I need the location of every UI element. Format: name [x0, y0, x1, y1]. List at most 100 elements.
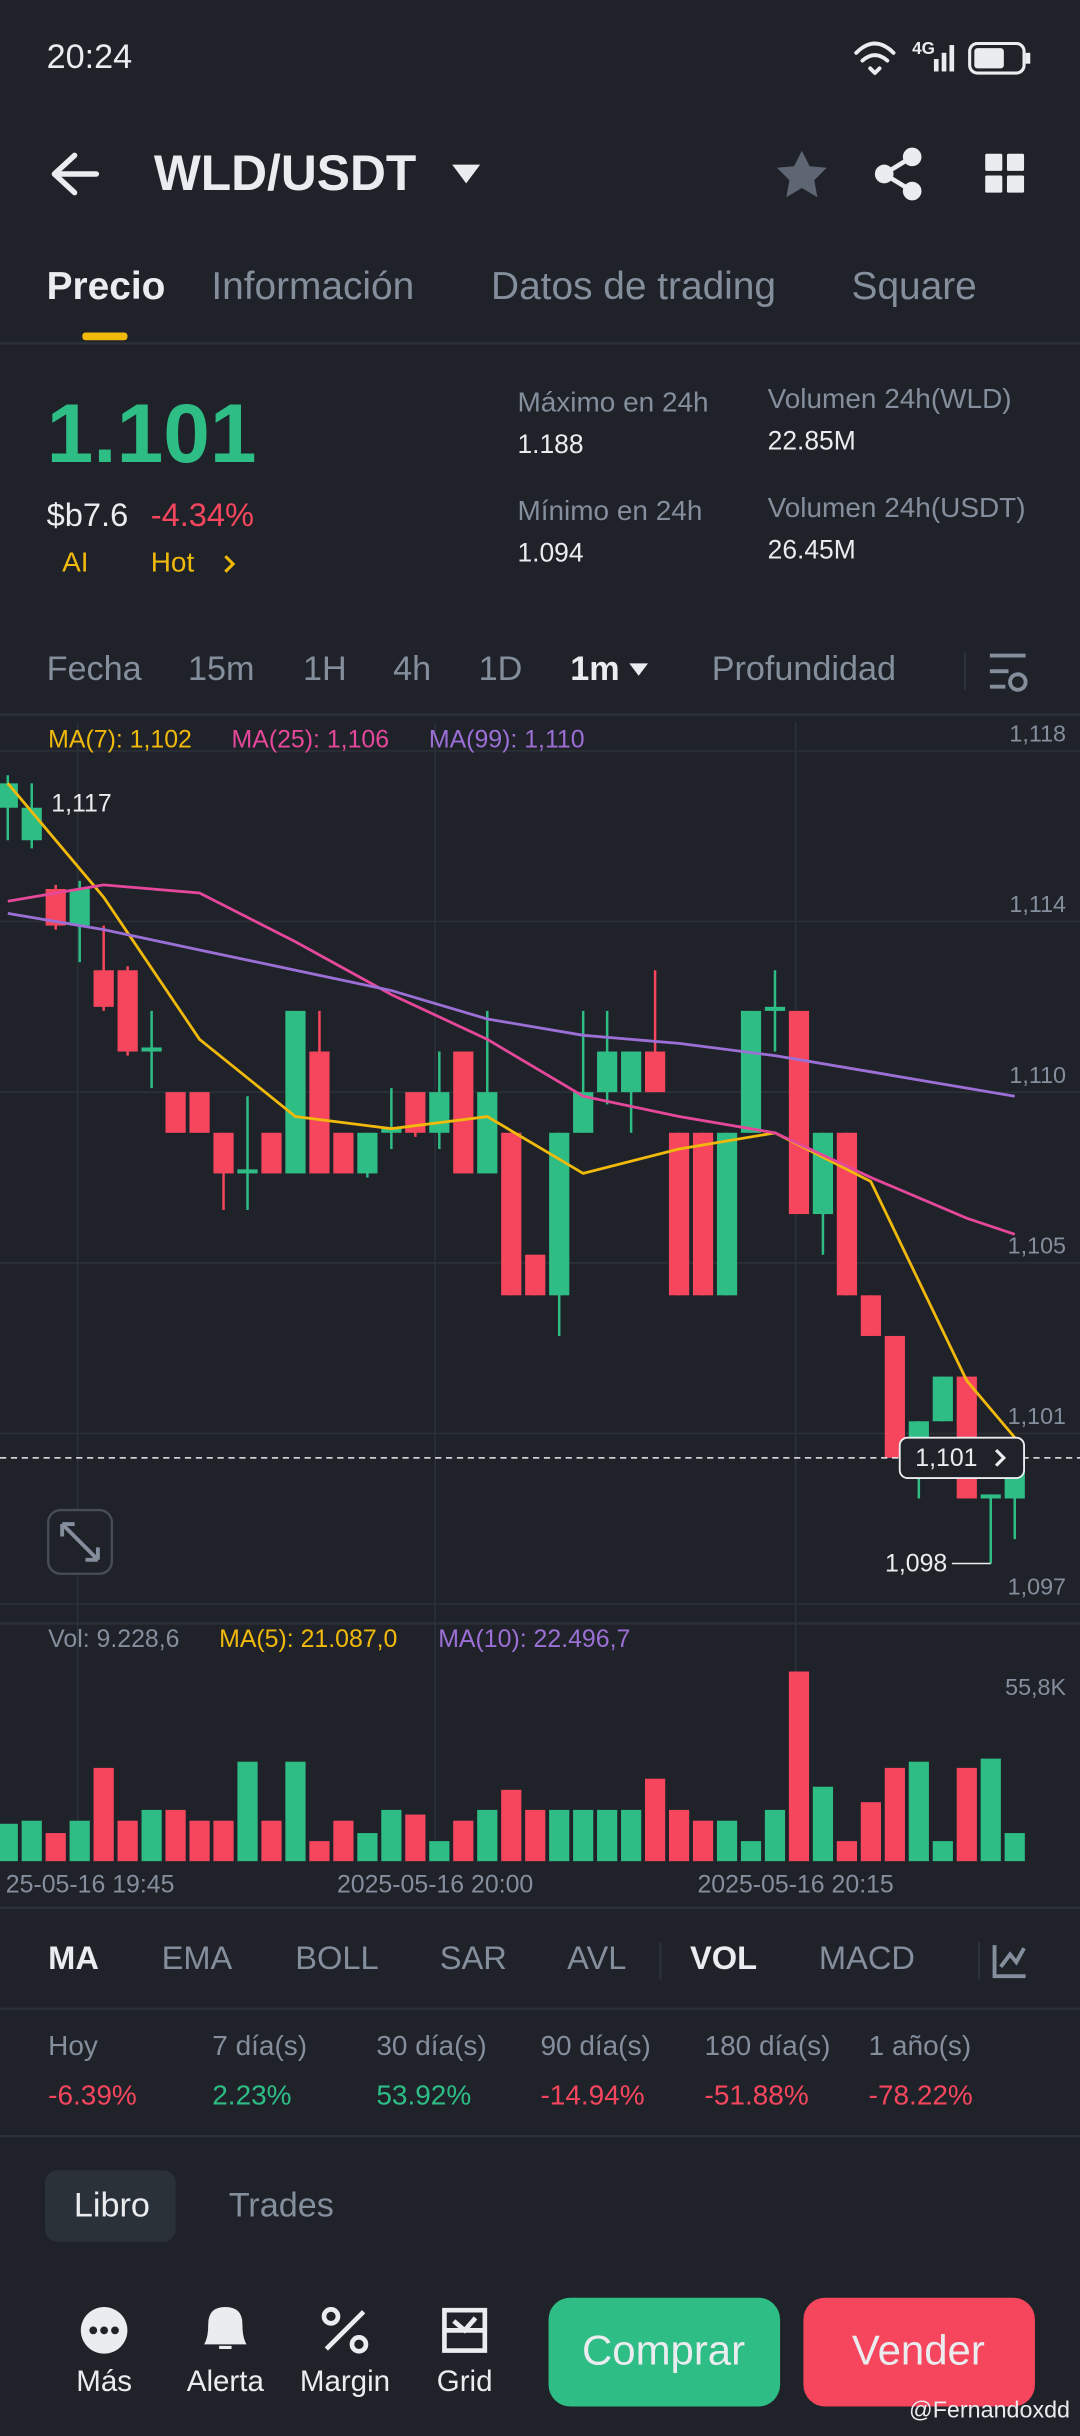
nav-label[interactable]: Margin: [300, 2365, 390, 2398]
pair-dropdown[interactable]: [452, 164, 481, 184]
expand-button[interactable]: [47, 1508, 114, 1575]
tab[interactable]: Precio: [47, 265, 166, 308]
sell-label[interactable]: Vender: [852, 2327, 985, 2374]
candlestick-chart: 1,118 1,114 1,110 1,105 1,101 1,097 MA(7): 1,1…: [0, 720, 1080, 1899]
buy-button[interactable]: [548, 2297, 781, 2407]
nav-label[interactable]: Alerta: [187, 2365, 265, 2398]
ma-line: [7, 883, 1016, 1236]
interval[interactable]: Profundidad: [712, 650, 896, 688]
last-price-box[interactable]: [898, 1436, 1025, 1479]
y-tick-label: 1,097: [1008, 1574, 1066, 1600]
candle-body: [692, 1132, 714, 1296]
interval[interactable]: 4h: [393, 650, 431, 688]
interval[interactable]: 1H: [303, 650, 347, 688]
volume-bar: [908, 1761, 929, 1862]
book-tab[interactable]: Trades: [229, 2187, 334, 2225]
y-tick-label: 1,101: [1008, 1403, 1066, 1429]
nav-label[interactable]: Grid: [437, 2365, 493, 2398]
y-tick-label: 1,110: [1009, 1062, 1066, 1088]
volume-tick-label: 55,8K: [1005, 1674, 1066, 1700]
indicator-bar: MA EMA BOLL SAR AVL VOL MACD: [48, 1939, 915, 1976]
candle-body: [980, 1494, 1001, 1499]
last-price: 1.101: [47, 386, 257, 480]
indicator[interactable]: EMA: [162, 1939, 233, 1976]
performance-label: 30 día(s): [376, 2030, 486, 2061]
interval[interactable]: 1D: [479, 650, 523, 688]
book-tab[interactable]: Libro: [74, 2187, 150, 2225]
volume-legend: Vol: 9.228,6: [48, 1625, 179, 1653]
buy-label[interactable]: Comprar: [582, 2327, 745, 2374]
volume-bar: [573, 1809, 594, 1862]
ma-legend: MA(99): 1,110: [429, 726, 585, 754]
candle-body: [333, 1132, 354, 1174]
interval-bar: Fecha 15m 1H 4h 1D 1m Profundidad: [47, 650, 896, 688]
ma-legend: MA(7): 1,102: [48, 726, 192, 754]
favorite-button[interactable]: [776, 150, 827, 198]
volume-bar: [285, 1761, 306, 1862]
volume-bar: [836, 1841, 858, 1862]
indicator[interactable]: MACD: [819, 1939, 915, 1976]
share-button[interactable]: [874, 147, 922, 201]
ma-line: [7, 911, 1015, 1098]
pair-title[interactable]: WLD/USDT: [154, 145, 416, 201]
interval-dropdown[interactable]: [629, 663, 648, 676]
tab[interactable]: Datos de trading: [491, 265, 776, 308]
interval[interactable]: 1m: [570, 650, 619, 688]
candle-body: [668, 1132, 690, 1296]
price-change: -4.34%: [151, 496, 254, 533]
layout-button[interactable]: [985, 153, 1025, 193]
high-annotation: 1,117: [51, 789, 111, 817]
performance-label: Hoy: [48, 2030, 98, 2061]
nav-label[interactable]: Más: [76, 2365, 132, 2398]
tab[interactable]: Square: [852, 265, 977, 308]
performance-label: 7 día(s): [212, 2030, 307, 2061]
volume-bar: [860, 1802, 881, 1862]
candle-body: [621, 1051, 642, 1093]
bottom-nav: Más Alerta Margin Grid: [76, 2365, 492, 2398]
candle-body: [93, 970, 114, 1007]
candle-body: [453, 1051, 474, 1174]
volume-bar: [165, 1809, 186, 1862]
performance-label: 90 día(s): [540, 2030, 650, 2061]
network-label: 4G: [912, 39, 935, 58]
tag[interactable]: AI: [62, 546, 88, 577]
tag[interactable]: Hot: [151, 546, 195, 577]
stats: Máximo en 24h 1.188 Mínimo en 24h 1.094 Volu…: [517, 383, 1025, 567]
chart-settings[interactable]: [989, 653, 1028, 692]
indicator[interactable]: VOL: [690, 1939, 757, 1976]
stat-value: 1.188: [517, 429, 583, 459]
last-price-label[interactable]: 1,101: [915, 1444, 977, 1472]
indicator[interactable]: SAR: [440, 1939, 507, 1976]
candle-body: [597, 1051, 618, 1093]
candle-body: [213, 1132, 234, 1174]
interval[interactable]: Fecha: [47, 650, 142, 688]
volume-bar: [956, 1767, 977, 1862]
price-local: $b7.6: [47, 496, 129, 533]
nav-icons: [80, 2307, 488, 2354]
volume-bar: [189, 1820, 210, 1862]
candle-body: [0, 783, 18, 808]
sell-button[interactable]: [803, 2297, 1035, 2407]
volume-bar: [884, 1767, 905, 1862]
volume-bar: [645, 1778, 666, 1862]
candle-body: [309, 1051, 330, 1174]
back-button[interactable]: [51, 152, 100, 196]
stat-label: Volumen 24h(WLD): [768, 383, 1012, 414]
performance-value: 2.23%: [212, 2080, 291, 2111]
tab[interactable]: Información: [211, 265, 414, 308]
volume-bar: [1004, 1833, 1025, 1862]
performance-value: -78.22%: [869, 2080, 973, 2111]
indicator[interactable]: AVL: [567, 1939, 626, 1976]
indicator[interactable]: MA: [48, 1939, 99, 1976]
candle-body: [165, 1092, 186, 1133]
book-tab-active: [45, 2170, 176, 2242]
interval[interactable]: 15m: [188, 650, 254, 688]
volume-bar: [93, 1767, 114, 1862]
indicator-settings[interactable]: [992, 1945, 1026, 1979]
status-icons: 4G: [854, 39, 1031, 75]
volume-bar: [429, 1841, 450, 1862]
indicator[interactable]: BOLL: [295, 1939, 378, 1976]
